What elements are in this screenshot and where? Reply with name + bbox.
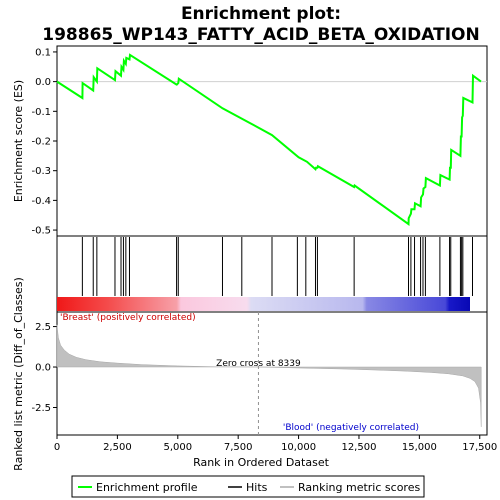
- metric-y-tick-label: 0.0: [35, 363, 51, 374]
- es-y-tick-label: -0.1: [31, 107, 51, 118]
- chart-title-line2: 198865_WP143_FATTY_ACID_BETA_OXIDATION: [42, 25, 479, 45]
- zero-cross-label: Zero cross at 8339: [216, 359, 301, 369]
- x-axis: 0 2,500 5,000 7,500 10,000 12,500 15,000 17,500: [54, 435, 497, 453]
- es-y-tick-label: -0.4: [31, 196, 51, 207]
- x-tick-label: 10,000: [281, 442, 316, 453]
- x-tick-label: 7,500: [224, 442, 253, 453]
- es-y-axis-label: Enrichment score (ES): [12, 80, 25, 202]
- positive-class-label: 'Breast' (positively correlated): [60, 313, 196, 323]
- hit-marks: [81, 237, 474, 296]
- metric-y-axis: 2.5 0.0 -2.5: [31, 322, 57, 414]
- legend-enrichment-label: Enrichment profile: [96, 481, 198, 494]
- es-y-tick-label: 0.0: [35, 77, 51, 88]
- legend-metric-label: Ranking metric scores: [298, 481, 420, 494]
- es-y-axis: 0.1 0.0 -0.1 -0.2 -0.3 -0.4 -0.5: [31, 47, 57, 237]
- x-axis-label: Rank in Ordered Dataset: [193, 456, 330, 469]
- enrichment-profile-line: [56, 53, 482, 227]
- es-y-tick-label: -0.5: [31, 226, 51, 237]
- es-y-tick-label: 0.1: [35, 47, 51, 58]
- ranked-list-colorbar: [57, 297, 470, 311]
- legend-box: [71, 475, 425, 498]
- x-tick-label: 5,000: [163, 442, 192, 453]
- x-tick-label: 17,500: [462, 442, 497, 453]
- x-tick-label: 15,000: [402, 442, 437, 453]
- x-tick-label: 0: [54, 442, 60, 453]
- x-tick-label: 12,500: [341, 442, 376, 453]
- metric-panel: [56, 311, 488, 436]
- es-y-tick-label: -0.2: [31, 137, 51, 148]
- metric-y-axis-label: Ranked list metric (Diff_of_Classes): [12, 277, 25, 471]
- ranking-metric-area: [56, 324, 482, 427]
- x-tick-label: 2,500: [103, 442, 132, 453]
- metric-y-tick-label: -2.5: [31, 403, 51, 414]
- es-y-tick-label: -0.3: [31, 166, 51, 177]
- metric-y-tick-label: 2.5: [35, 322, 51, 333]
- legend-hits-label: Hits: [246, 481, 268, 494]
- chart-title-line1: Enrichment plot:: [181, 4, 341, 24]
- negative-class-label: 'Blood' (negatively correlated): [283, 423, 419, 433]
